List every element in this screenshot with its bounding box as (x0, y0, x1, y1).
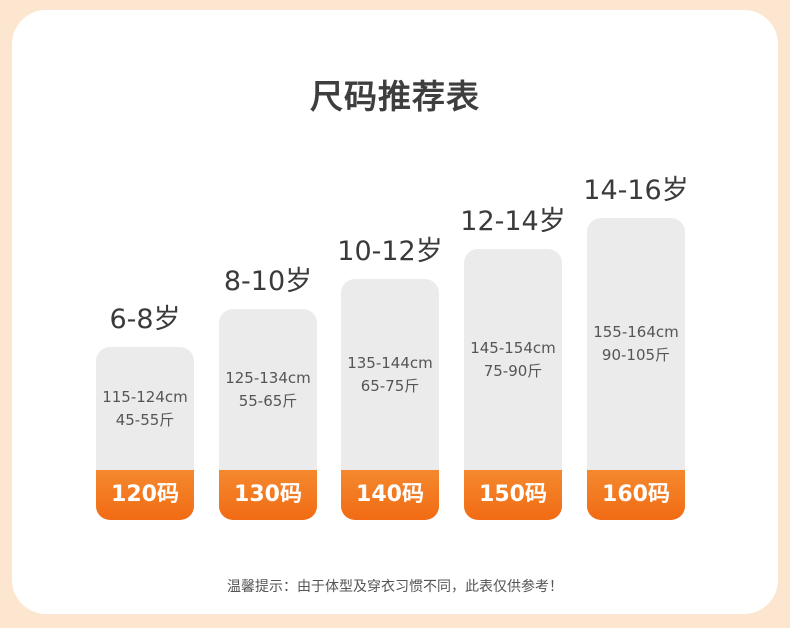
age-label: 10-12岁 (337, 236, 443, 267)
size-bar: 155-164cm 90-105斤 160码 (587, 218, 685, 520)
size-label: 120码 (96, 470, 194, 520)
size-bar: 125-134cm 55-65斤 130码 (219, 309, 317, 520)
age-label: 14-16岁 (583, 175, 689, 206)
size-label: 130码 (219, 470, 317, 520)
size-label: 140码 (341, 470, 439, 520)
title: 尺码推荐表 (310, 77, 480, 116)
card: 尺码推荐表 温馨提示：由于体型及穿衣习惯不同，此表仅供参考！ 6-8岁 115-1… (12, 10, 778, 614)
height-range: 145-154cm (470, 338, 556, 357)
size-info: 125-134cm 55-65斤 (219, 367, 317, 413)
weight-range: 55-65斤 (238, 391, 298, 410)
size-bar: 115-124cm 45-55斤 120码 (96, 347, 194, 520)
weight-range: 75-90斤 (483, 361, 543, 380)
weight-range: 65-75斤 (360, 376, 420, 395)
weight-range: 45-55斤 (115, 410, 175, 429)
age-label: 8-10岁 (223, 266, 313, 297)
height-range: 135-144cm (347, 353, 433, 372)
note: 温馨提示：由于体型及穿衣习惯不同，此表仅供参考！ (227, 579, 563, 595)
size-info: 155-164cm 90-105斤 (587, 321, 685, 367)
size-bar: 145-154cm 75-90斤 150码 (464, 249, 562, 520)
size-label: 160码 (587, 470, 685, 520)
age-label: 12-14岁 (460, 206, 566, 237)
height-range: 155-164cm (593, 323, 679, 341)
weight-range: 90-105斤 (601, 346, 671, 364)
height-range: 115-124cm (102, 387, 188, 406)
size-label: 150码 (464, 470, 562, 520)
size-info: 145-154cm 75-90斤 (464, 337, 562, 383)
size-bar: 135-144cm 65-75斤 140码 (341, 279, 439, 520)
height-range: 125-134cm (225, 368, 311, 387)
size-info: 115-124cm 45-55斤 (96, 386, 194, 432)
age-label: 6-8岁 (109, 304, 181, 335)
size-info: 135-144cm 65-75斤 (341, 352, 439, 398)
